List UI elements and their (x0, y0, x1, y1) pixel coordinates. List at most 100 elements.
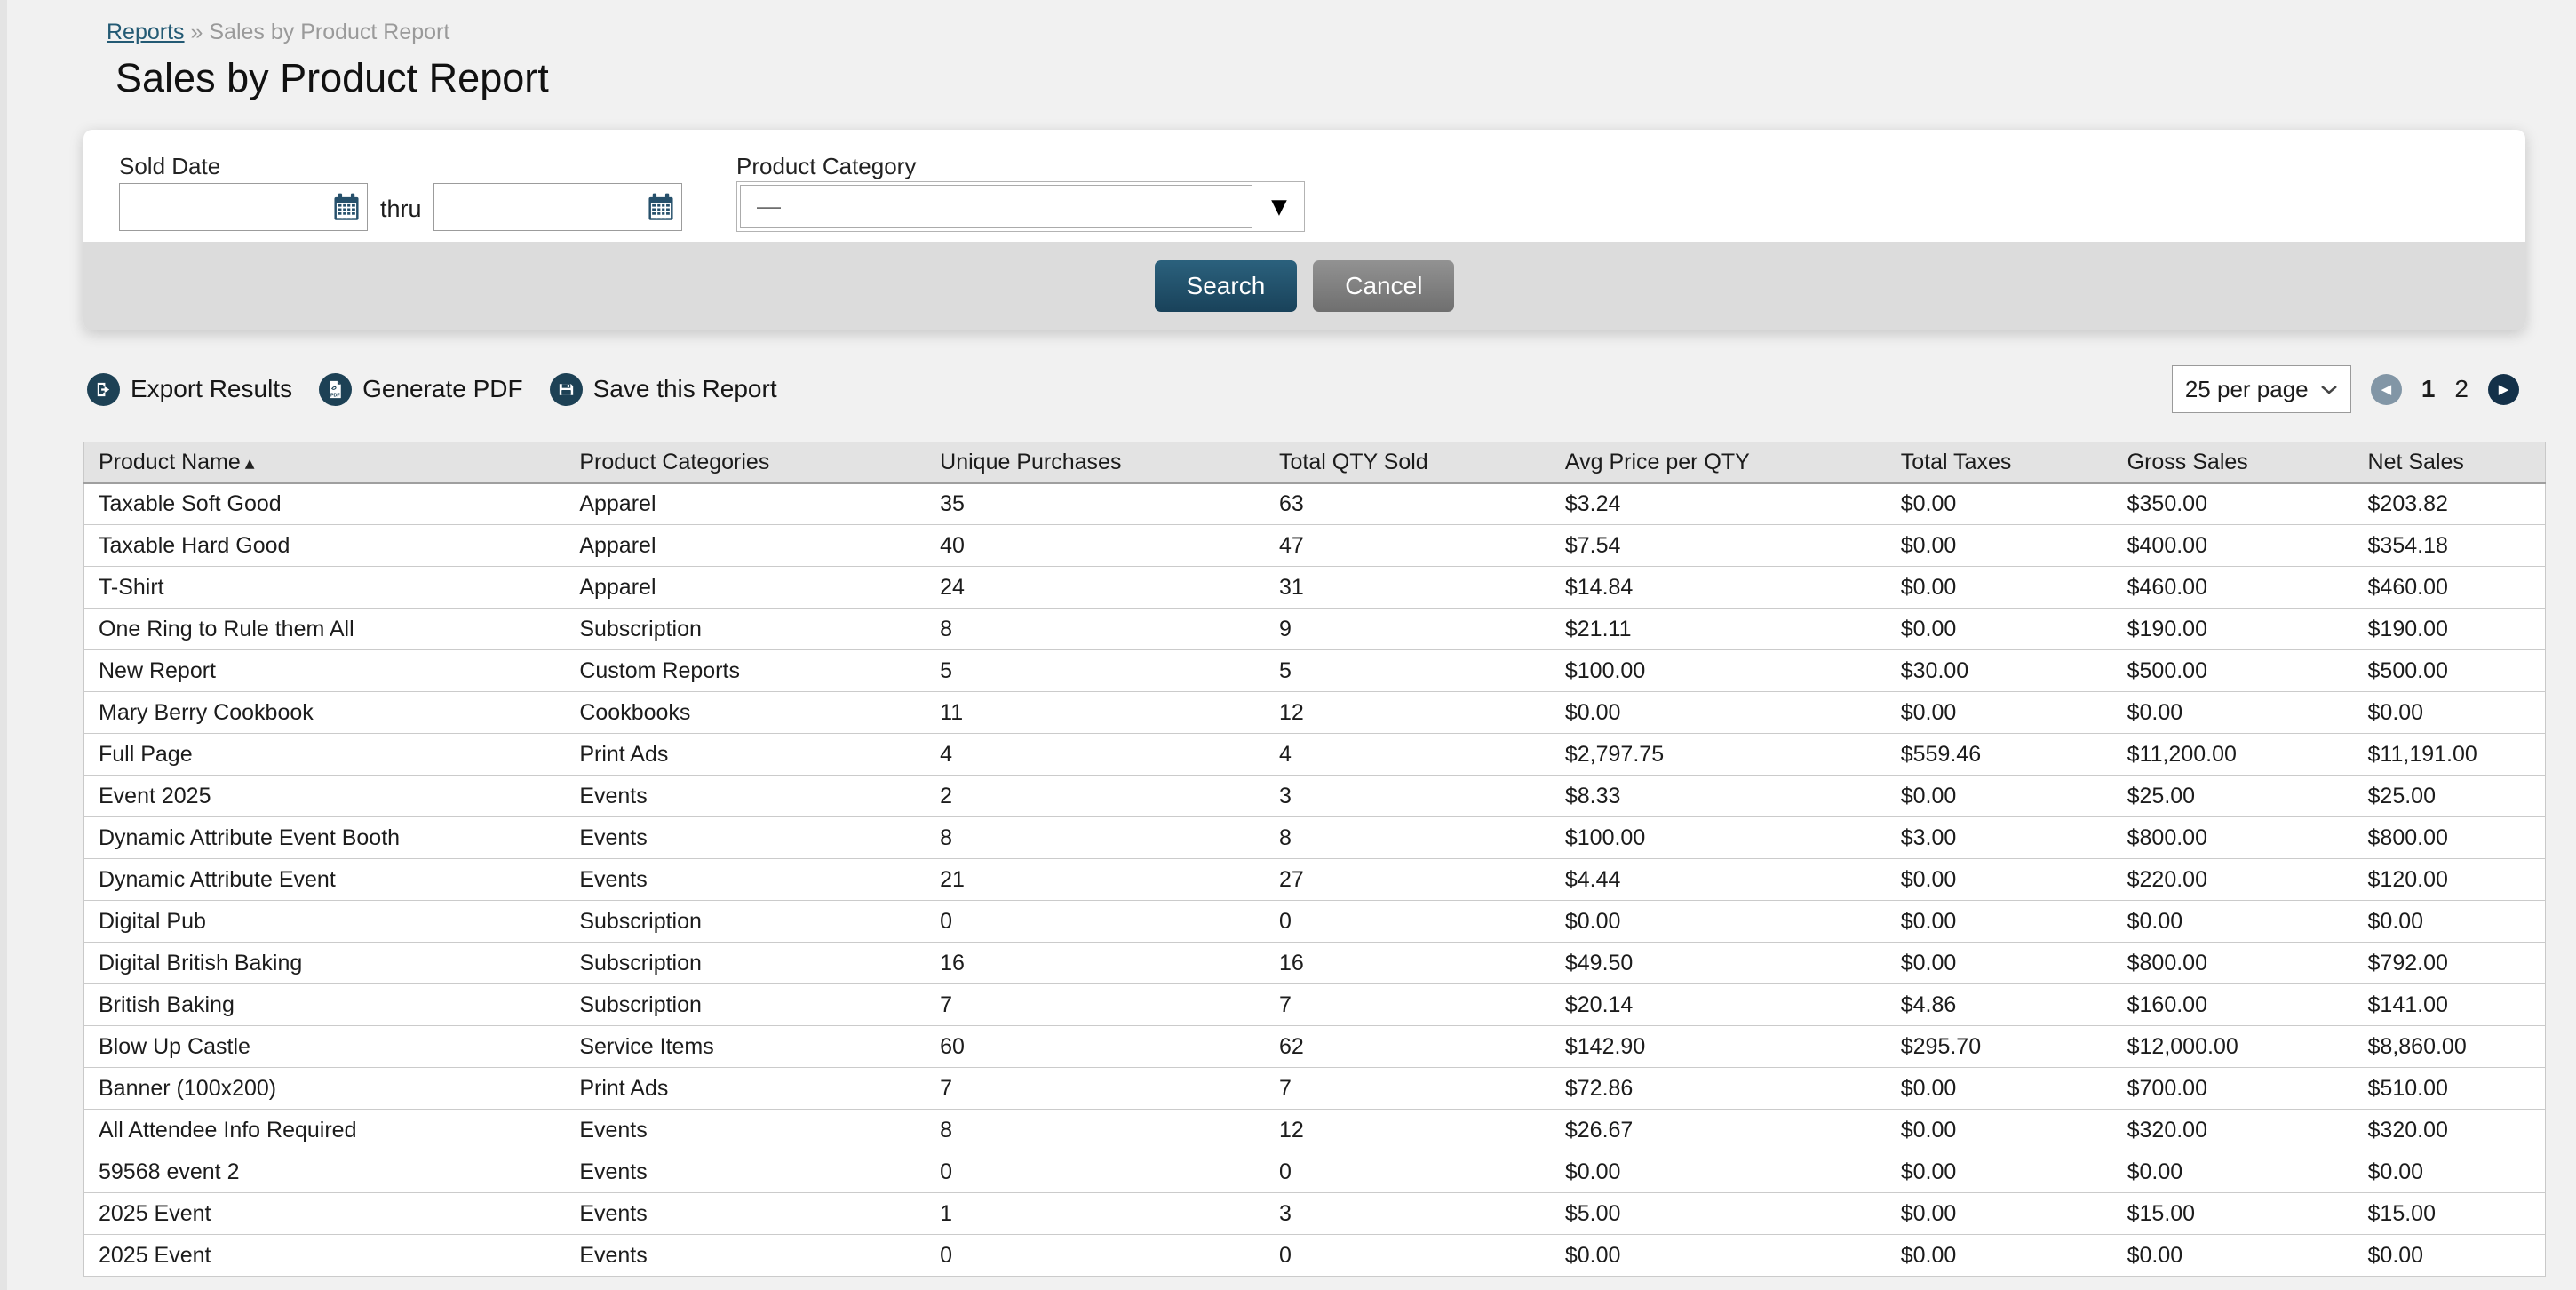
table-cell: $792.00 (2353, 942, 2546, 984)
table-cell: $320.00 (2353, 1109, 2546, 1151)
table-cell: Events (565, 1109, 926, 1151)
table-cell: Digital British Baking (83, 942, 566, 984)
next-arrow-icon: ▶ (2498, 381, 2509, 397)
table-cell: $0.00 (1886, 608, 2113, 650)
table-cell: $142.90 (1550, 1025, 1887, 1068)
sold-date-from-wrap (119, 183, 368, 231)
table-cell: 0 (926, 900, 1265, 943)
table-cell: $49.50 (1550, 942, 1887, 984)
table-cell: $0.00 (1550, 900, 1887, 943)
table-row: All Attendee Info Required Events 8 12 $26.6… (83, 1109, 2546, 1151)
table-cell: $0.00 (2112, 1151, 2354, 1193)
table-cell: $26.67 (1550, 1109, 1887, 1151)
table-cell: $2,797.75 (1550, 733, 1887, 776)
column-header-total-taxes[interactable]: Total Taxes (1886, 442, 2113, 484)
table-cell: 2025 Event (83, 1234, 566, 1277)
table-cell: $320.00 (2112, 1109, 2354, 1151)
table-cell: $500.00 (2112, 649, 2354, 692)
save-report-link[interactable]: Save this Report (549, 372, 777, 406)
table-cell: $7.54 (1550, 524, 1887, 567)
table-cell: $160.00 (2112, 983, 2354, 1026)
page-number-1[interactable]: 1 (2421, 375, 2436, 402)
table-cell: 21 (926, 858, 1265, 901)
table-cell: $0.00 (2353, 691, 2546, 734)
table-row: Banner (100x200) Print Ads 7 7 $72.86 $0.00 $7… (83, 1067, 2546, 1110)
table-cell: Banner (100x200) (83, 1067, 566, 1110)
breadcrumb-link-reports[interactable]: Reports (107, 20, 185, 44)
table-cell: 40 (926, 524, 1265, 567)
table-cell: $0.00 (2353, 1234, 2546, 1277)
table-cell: 31 (1265, 566, 1551, 609)
chevron-down-icon (2321, 385, 2337, 394)
table-cell: $4.86 (1886, 983, 2113, 1026)
table-cell: $700.00 (2112, 1067, 2354, 1110)
table-cell: T-Shirt (83, 566, 566, 609)
table-cell: 5 (926, 649, 1265, 692)
table-cell: $0.00 (1886, 1151, 2113, 1193)
table-cell: 2 (926, 775, 1265, 817)
table-cell: Apparel (565, 482, 926, 525)
search-button[interactable]: Search (1154, 260, 1298, 312)
table-cell: $11,200.00 (2112, 733, 2354, 776)
table-cell: $14.84 (1550, 566, 1887, 609)
column-header-net-sales[interactable]: Net Sales (2353, 442, 2546, 484)
table-cell: One Ring to Rule them All (83, 608, 566, 650)
page-title: Sales by Product Report (115, 55, 549, 100)
column-header-avg-price-per-qty[interactable]: Avg Price per QTY (1550, 442, 1887, 484)
table-cell: 63 (1265, 482, 1551, 525)
per-page-select[interactable]: 25 per page (2171, 365, 2351, 413)
table-cell: $0.00 (1886, 1067, 2113, 1110)
table-cell: 0 (1265, 900, 1551, 943)
table-cell: $0.00 (1886, 775, 2113, 817)
calendar-icon[interactable] (333, 193, 360, 221)
table-row: Mary Berry Cookbook Cookbooks 11 12 $0.00 $0.… (83, 691, 2546, 734)
column-header-product-name[interactable]: Product Name ▲ (83, 442, 566, 484)
save-icon (549, 372, 583, 406)
column-header-unique-purchases[interactable]: Unique Purchases (926, 442, 1265, 484)
table-cell: 9 (1265, 608, 1551, 650)
table-cell: Events (565, 858, 926, 901)
generate-pdf-link[interactable]: PDF Generate PDF (319, 372, 523, 406)
column-header-total-qty-sold[interactable]: Total QTY Sold (1265, 442, 1551, 484)
sort-ascending-icon: ▲ (244, 456, 255, 471)
table-cell: $0.00 (2112, 900, 2354, 943)
calendar-icon[interactable] (648, 193, 674, 221)
product-category-value: — (740, 185, 1252, 228)
column-header-product-categories[interactable]: Product Categories (565, 442, 926, 484)
dropdown-arrow-icon[interactable]: ▼ (1271, 195, 1287, 219)
product-category-select[interactable]: — ▼ (736, 181, 1305, 232)
table-row: Event 2025 Events 2 3 $8.33 $0.00 $25.00 $25.00 (83, 775, 2546, 817)
previous-page-button[interactable]: ◀ (2370, 373, 2402, 405)
table-cell: 4 (926, 733, 1265, 776)
table-cell: Events (565, 1151, 926, 1193)
table-cell: 5 (1265, 649, 1551, 692)
table-cell: 8 (926, 1109, 1265, 1151)
next-page-button[interactable]: ▶ (2488, 373, 2519, 405)
sold-date-to-wrap (433, 183, 682, 231)
column-header-gross-sales[interactable]: Gross Sales (2112, 442, 2354, 484)
table-cell: Subscription (565, 983, 926, 1026)
table-cell: 16 (1265, 942, 1551, 984)
table-cell: 0 (926, 1234, 1265, 1277)
table-cell: $8,860.00 (2353, 1025, 2546, 1068)
table-cell: $15.00 (2353, 1192, 2546, 1235)
table-cell: $3.24 (1550, 482, 1887, 525)
table-cell: $800.00 (2353, 816, 2546, 859)
table-cell: $190.00 (2112, 608, 2354, 650)
sold-date-to-input[interactable] (433, 183, 682, 231)
pdf-icon: PDF (319, 372, 353, 406)
table-cell: 7 (926, 983, 1265, 1026)
table-row: Dynamic Attribute Event Events 21 27 $4.44 $0… (83, 858, 2546, 901)
table-cell: 7 (1265, 983, 1551, 1026)
sold-date-from-input[interactable] (119, 183, 368, 231)
table-cell: 60 (926, 1025, 1265, 1068)
table-cell: 12 (1265, 1109, 1551, 1151)
table-cell: 8 (1265, 816, 1551, 859)
table-cell: Events (565, 816, 926, 859)
cancel-button[interactable]: Cancel (1313, 260, 1455, 312)
page-number-2[interactable]: 2 (2454, 375, 2469, 402)
export-results-link[interactable]: Export Results (87, 372, 292, 406)
table-cell: $30.00 (1886, 649, 2113, 692)
table-cell: $0.00 (1886, 524, 2113, 567)
